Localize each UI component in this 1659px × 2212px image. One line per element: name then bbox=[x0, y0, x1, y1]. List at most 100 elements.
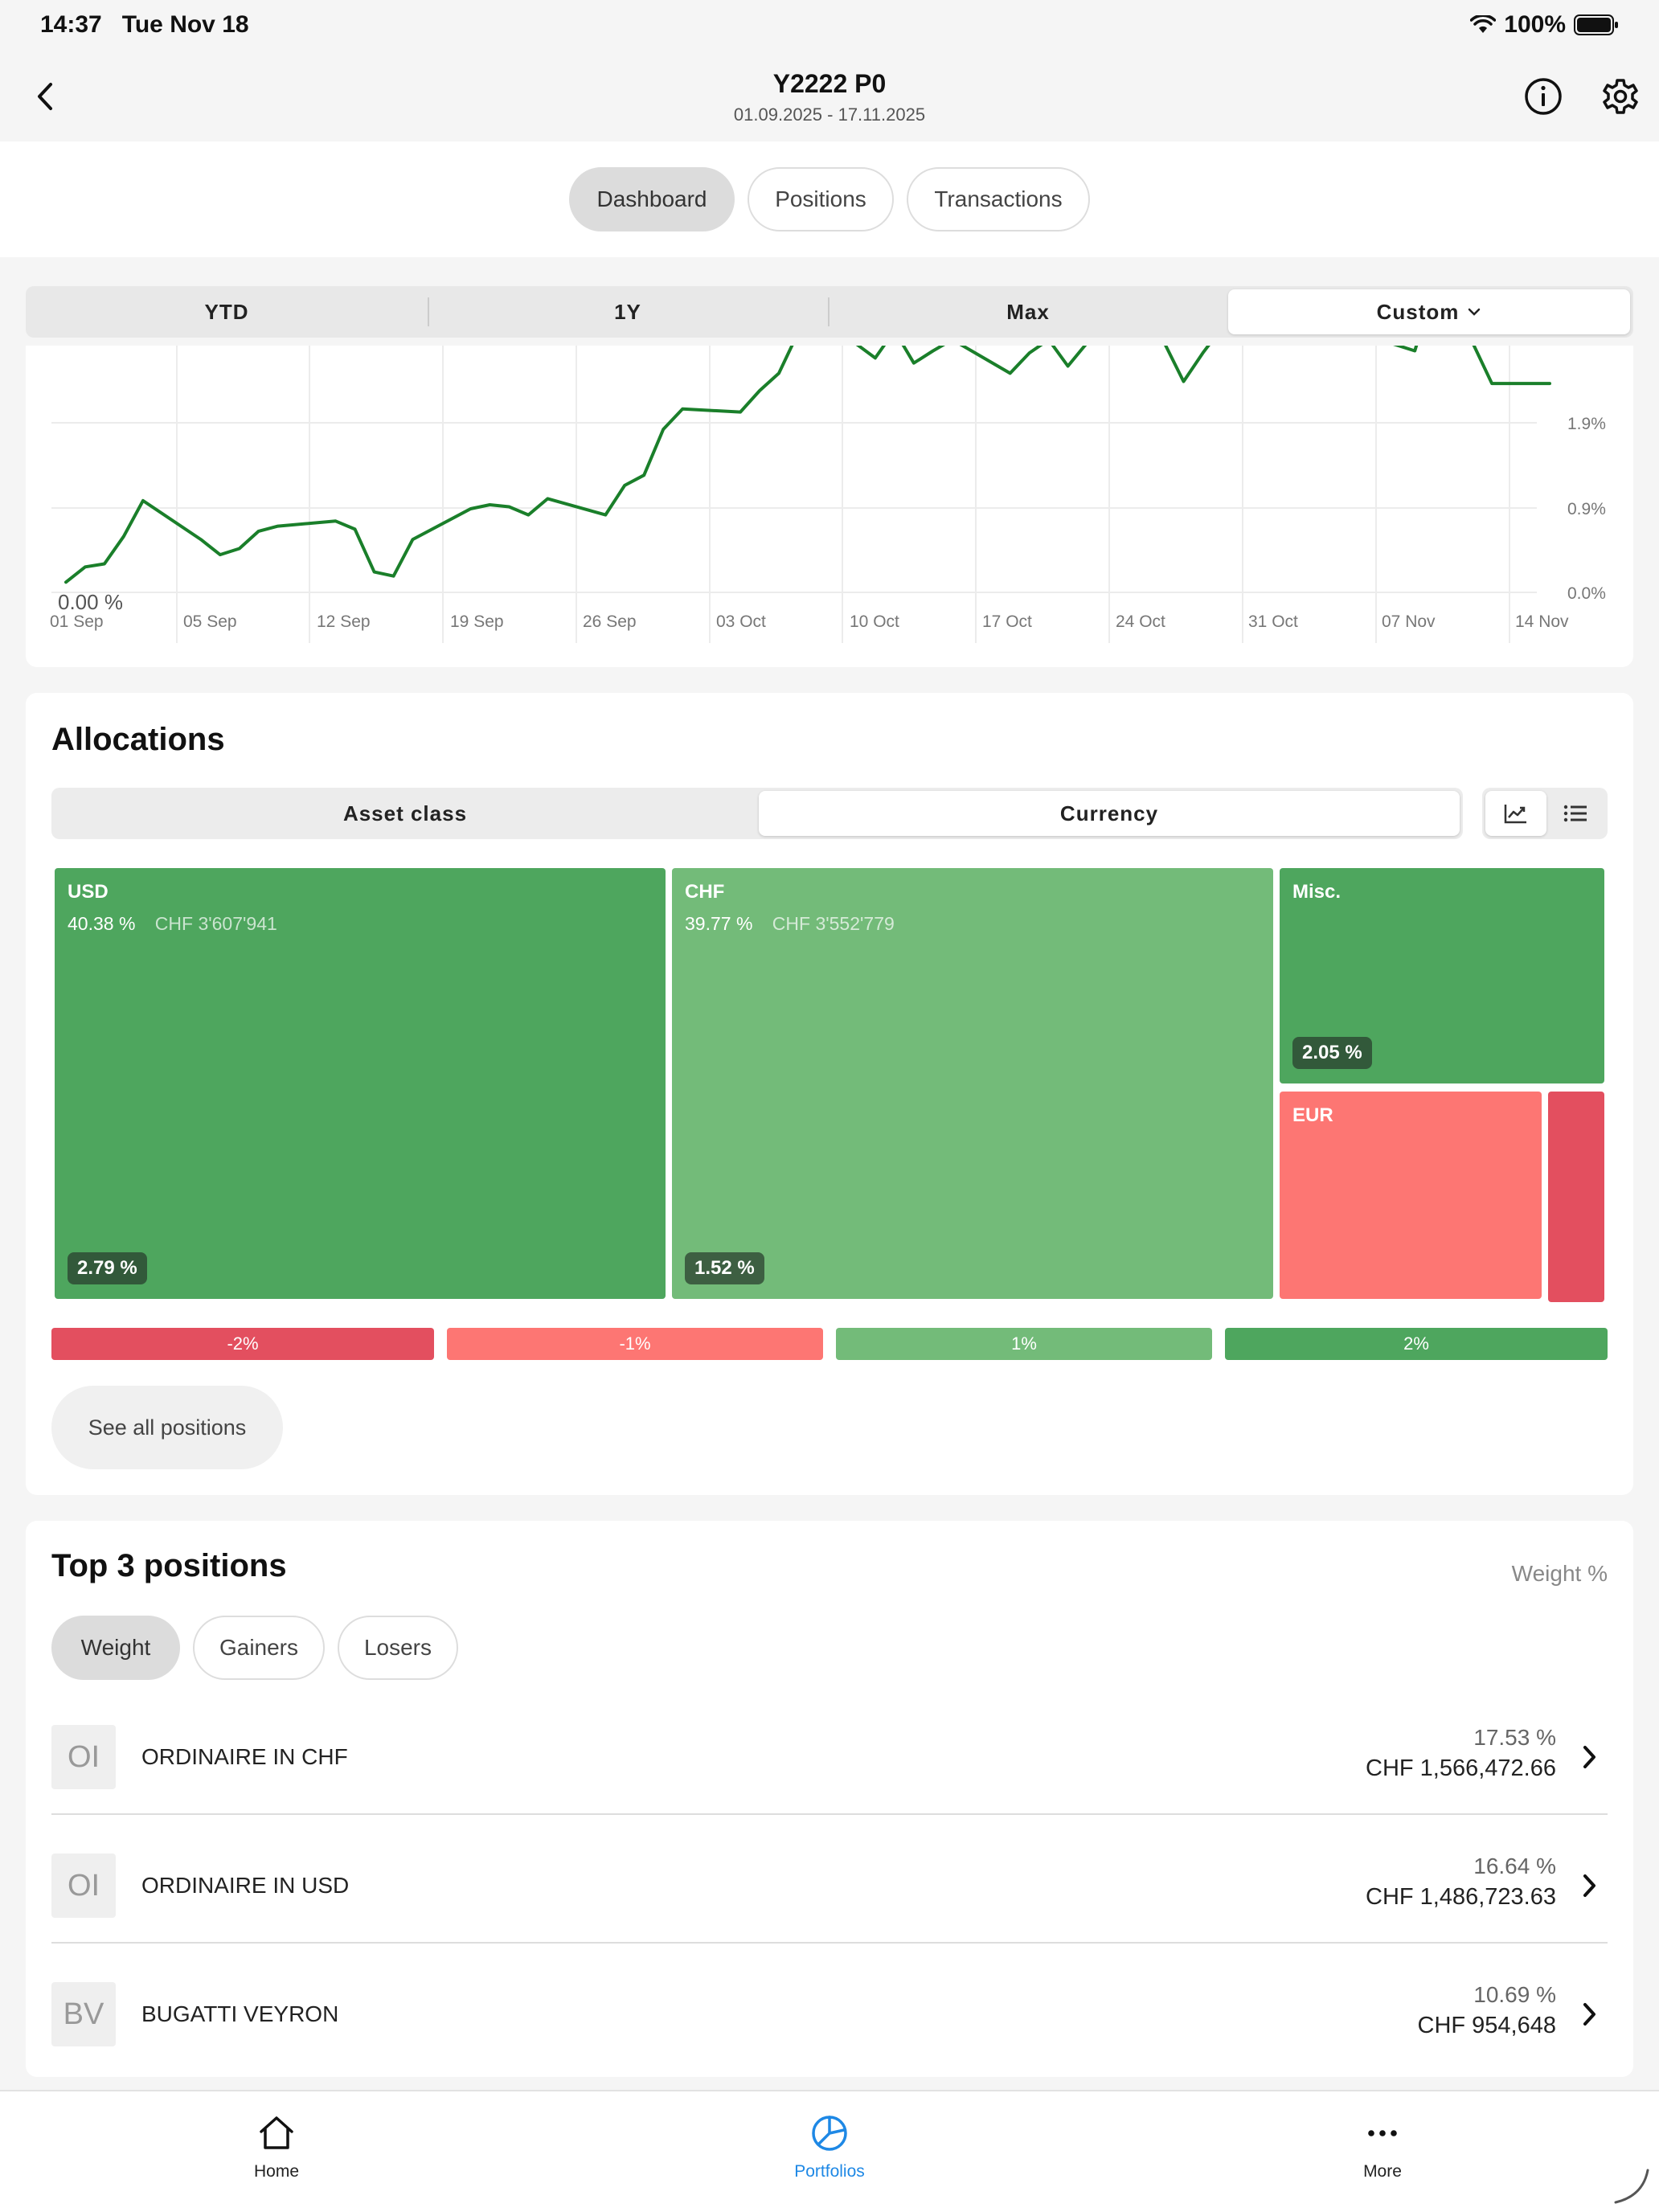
allocation-type-selector: Asset class Currency bbox=[51, 788, 1463, 839]
treemap-tile-eur[interactable]: EUR bbox=[1280, 1092, 1542, 1299]
list-view-button[interactable] bbox=[1546, 791, 1604, 836]
chart-start-value-label: 0.00 % bbox=[58, 590, 123, 614]
chart-x-tick-label: 07 Nov bbox=[1382, 612, 1436, 631]
nav-portfolios[interactable]: Portfolios bbox=[709, 2091, 950, 2188]
position-weight: 16.64 % bbox=[1473, 1854, 1556, 1878]
settings-button[interactable] bbox=[1600, 76, 1641, 117]
tile-performance-badge: 2.05 % bbox=[1292, 1037, 1372, 1069]
chart-x-tick-label: 10 Oct bbox=[850, 612, 899, 631]
nav-more-label: More bbox=[1363, 2162, 1402, 2181]
chevron-left-icon bbox=[38, 83, 52, 110]
position-row[interactable]: BV BUGATTI VEYRON 10.69 % CHF 954,648 bbox=[51, 1944, 1608, 2072]
position-weight: 17.53 % bbox=[1473, 1725, 1556, 1750]
treemap-tile-usd[interactable]: USD 40.38 % CHF 3'607'941 2.79 % bbox=[55, 868, 666, 1299]
performance-chart-card: 1.9% 0.9% 0.0% 01 Sep 05 Sep 12 Sep 19 Sep 26 S… bbox=[26, 346, 1633, 667]
chart-y-tick-label: 1.9% bbox=[1567, 415, 1606, 433]
legend-plus-1: 1% bbox=[836, 1328, 1212, 1360]
list-icon bbox=[1563, 805, 1587, 822]
nav-home-label: Home bbox=[253, 2162, 300, 2181]
position-row[interactable]: OI ORDINAIRE IN CHF 17.53 % CHF 1,566,47… bbox=[51, 1686, 1608, 1815]
chevron-down-icon bbox=[1469, 308, 1481, 316]
more-icon bbox=[1368, 2130, 1397, 2136]
performance-chart[interactable]: 1.9% 0.9% 0.0% 01 Sep 05 Sep 12 Sep 19 Sep 26 S… bbox=[26, 346, 1633, 667]
row-divider bbox=[51, 1942, 1608, 1944]
allocations-title: Allocations bbox=[51, 722, 225, 757]
tile-amount: CHF 3'607'941 bbox=[154, 913, 277, 934]
chart-x-tick-label: 12 Sep bbox=[317, 612, 371, 631]
gear-icon bbox=[1603, 79, 1638, 114]
period-divider bbox=[828, 297, 830, 326]
chart-view-button[interactable] bbox=[1485, 791, 1546, 836]
date-range: 01.09.2025 - 17.11.2025 bbox=[733, 104, 926, 125]
status-date: Tue Nov 18 bbox=[121, 11, 249, 38]
bottom-nav: Home Portfolios More bbox=[0, 2090, 1659, 2212]
legend-plus-2: 2% bbox=[1225, 1328, 1608, 1360]
view-tabs: Dashboard Positions Transactions bbox=[0, 141, 1659, 257]
period-custom[interactable]: Custom bbox=[1228, 289, 1630, 334]
info-icon bbox=[1525, 78, 1562, 115]
chart-x-tick-label: 31 Oct bbox=[1248, 612, 1298, 631]
status-time: 14:37 Tue Nov 18 bbox=[40, 11, 249, 39]
position-name: BUGATTI VEYRON bbox=[141, 2001, 339, 2026]
status-indicators: 100% bbox=[1470, 11, 1619, 39]
allocation-asset-class[interactable]: Asset class bbox=[342, 801, 468, 825]
position-name: ORDINAIRE IN USD bbox=[141, 1873, 350, 1898]
chart-series-line bbox=[64, 346, 1551, 584]
see-all-positions-button[interactable]: See all positions bbox=[51, 1386, 283, 1469]
treemap-tile-misc[interactable]: Misc. 2.05 % bbox=[1280, 868, 1604, 1083]
wifi-icon bbox=[1470, 15, 1497, 33]
position-name: ORDINAIRE IN CHF bbox=[141, 1744, 348, 1769]
tile-label: USD bbox=[68, 881, 109, 903]
portfolios-icon bbox=[812, 2116, 847, 2151]
period-ytd[interactable]: YTD bbox=[204, 299, 249, 324]
position-value: CHF 1,486,723.63 bbox=[1366, 1884, 1556, 1910]
chart-x-tick-label: 24 Oct bbox=[1116, 612, 1165, 631]
tile-weight: 39.77 % bbox=[685, 913, 753, 934]
position-avatar: BV bbox=[51, 1982, 116, 2046]
tile-weight: 40.38 % bbox=[68, 913, 136, 934]
nav-home[interactable]: Home bbox=[156, 2091, 397, 2188]
position-value: CHF 954,648 bbox=[1417, 2013, 1557, 2038]
filter-weight[interactable]: Weight bbox=[51, 1616, 180, 1680]
back-button[interactable] bbox=[29, 71, 61, 122]
chart-x-tick-label: 05 Sep bbox=[183, 612, 237, 631]
chevron-right-icon bbox=[1583, 2003, 1596, 2026]
chart-x-tick-label: 01 Sep bbox=[50, 612, 104, 631]
legend-minus-1: -1% bbox=[447, 1328, 823, 1360]
chart-x-tick-label: 19 Sep bbox=[450, 612, 504, 631]
chart-x-tick-label: 03 Oct bbox=[716, 612, 766, 631]
period-divider bbox=[428, 297, 429, 326]
treemap-tile-other[interactable] bbox=[1548, 1092, 1604, 1302]
filter-gainers[interactable]: Gainers bbox=[193, 1616, 325, 1680]
legend-minus-2: -2% bbox=[51, 1328, 434, 1360]
tab-dashboard[interactable]: Dashboard bbox=[569, 167, 735, 231]
position-row[interactable]: OI ORDINAIRE IN USD 16.64 % CHF 1,486,72… bbox=[51, 1815, 1608, 1944]
chart-x-tick-label: 17 Oct bbox=[982, 612, 1032, 631]
position-avatar: OI bbox=[51, 1854, 116, 1918]
position-avatar: OI bbox=[51, 1725, 116, 1789]
filter-losers[interactable]: Losers bbox=[338, 1616, 458, 1680]
period-custom-label: Custom bbox=[1376, 299, 1460, 324]
tile-label: EUR bbox=[1292, 1104, 1333, 1126]
allocation-currency[interactable]: Currency bbox=[759, 791, 1460, 836]
nav-more[interactable]: More bbox=[1262, 2091, 1503, 2188]
top-positions-title: Top 3 positions bbox=[51, 1548, 287, 1583]
tile-performance-badge: 1.52 % bbox=[685, 1252, 764, 1284]
page-title: Y2222 P0 bbox=[772, 69, 887, 98]
tab-positions[interactable]: Positions bbox=[748, 167, 894, 231]
chevron-right-icon bbox=[1583, 1746, 1596, 1768]
chart-y-tick-label: 0.0% bbox=[1567, 584, 1606, 603]
info-button[interactable] bbox=[1522, 76, 1564, 117]
period-max[interactable]: Max bbox=[1006, 299, 1050, 324]
row-divider bbox=[51, 1813, 1608, 1815]
tile-amount: CHF 3'552'779 bbox=[772, 913, 895, 934]
battery-percent: 100% bbox=[1504, 11, 1566, 38]
chevron-right-icon bbox=[1583, 1874, 1596, 1897]
period-1y[interactable]: 1Y bbox=[614, 299, 641, 324]
tab-transactions[interactable]: Transactions bbox=[907, 167, 1090, 231]
status-clock: 14:37 bbox=[40, 11, 102, 38]
position-value: CHF 1,566,472.66 bbox=[1366, 1755, 1556, 1781]
battery-icon bbox=[1574, 14, 1618, 35]
treemap-tile-chf[interactable]: CHF 39.77 % CHF 3'552'779 1.52 % bbox=[672, 868, 1273, 1299]
view-toggle bbox=[1482, 788, 1608, 839]
